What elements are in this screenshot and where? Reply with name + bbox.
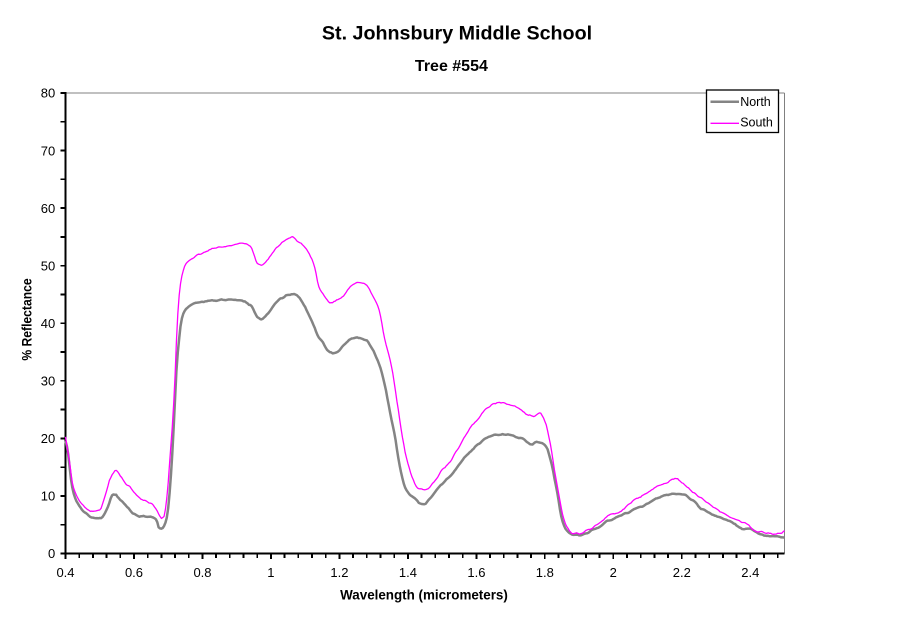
svg-text:1.8: 1.8	[536, 565, 554, 580]
svg-text:1.2: 1.2	[330, 565, 348, 580]
svg-text:Wavelength (micrometers): Wavelength (micrometers)	[340, 588, 508, 603]
svg-text:South: South	[740, 116, 773, 130]
svg-text:2.2: 2.2	[673, 565, 691, 580]
svg-text:% Reflectance: % Reflectance	[19, 278, 35, 360]
svg-text:30: 30	[41, 374, 55, 389]
svg-text:Tree #554: Tree #554	[415, 58, 488, 75]
svg-text:1.6: 1.6	[467, 565, 485, 580]
svg-text:70: 70	[41, 143, 55, 158]
svg-text:0.8: 0.8	[193, 565, 211, 580]
svg-text:1.4: 1.4	[399, 565, 417, 580]
svg-text:60: 60	[41, 201, 55, 216]
svg-text:0.4: 0.4	[56, 565, 74, 580]
svg-text:0: 0	[48, 546, 55, 561]
svg-text:20: 20	[41, 431, 55, 446]
svg-text:80: 80	[41, 86, 55, 101]
svg-text:0.6: 0.6	[125, 565, 143, 580]
svg-text:50: 50	[41, 258, 55, 273]
svg-text:1: 1	[267, 565, 274, 580]
svg-text:St. Johnsbury Middle School: St. Johnsbury Middle School	[322, 23, 592, 45]
svg-text:2: 2	[610, 565, 617, 580]
svg-text:North: North	[740, 95, 771, 109]
svg-text:40: 40	[41, 316, 55, 331]
svg-text:10: 10	[41, 489, 55, 504]
svg-text:2.4: 2.4	[741, 565, 759, 580]
